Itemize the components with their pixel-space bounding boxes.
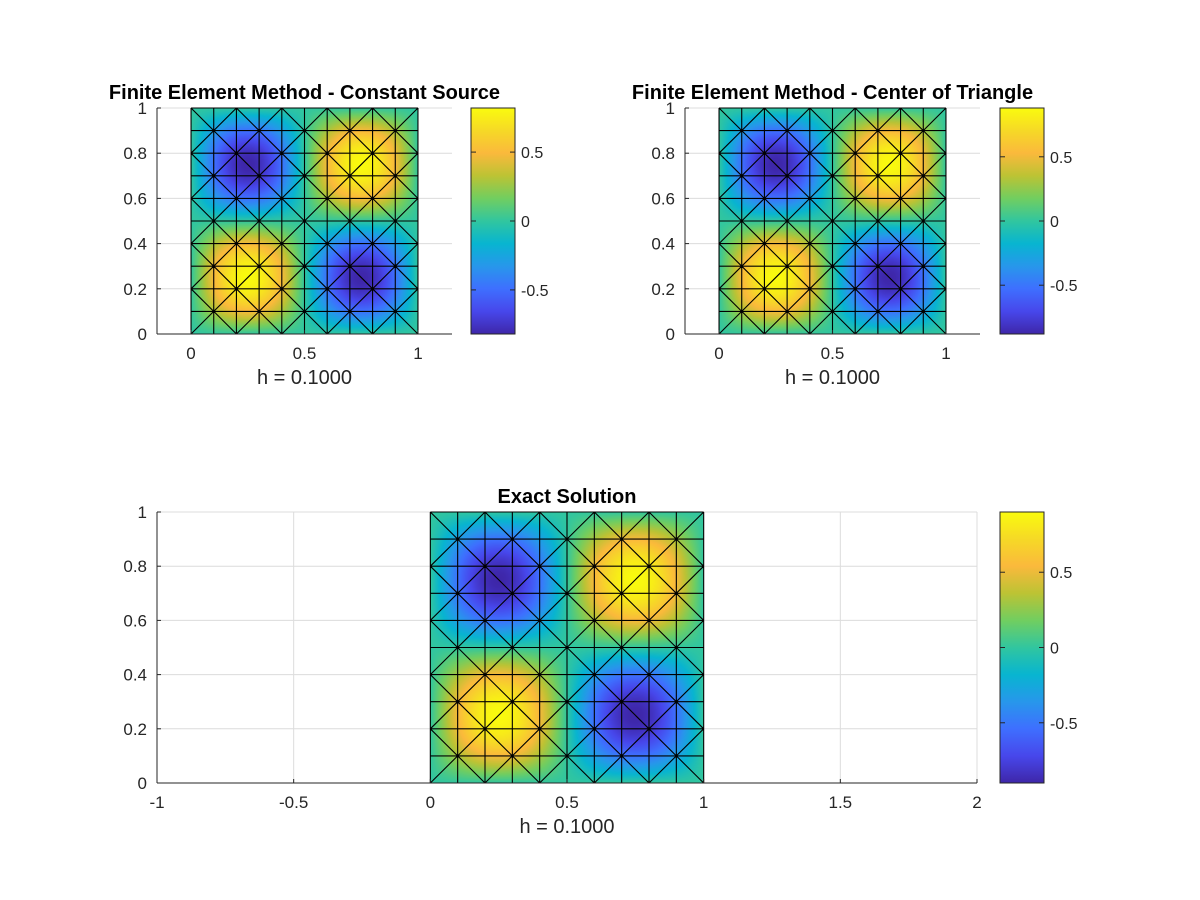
x-tick-label: 0	[186, 344, 195, 363]
y-tick-label: 1	[666, 99, 675, 118]
colorbar-tick-label: 0	[521, 214, 530, 231]
y-tick-label: 1	[138, 503, 147, 522]
triangle-mesh	[429, 511, 705, 784]
y-tick-label: 0.4	[123, 235, 147, 254]
x-tick-label: 0.5	[293, 344, 317, 363]
colorbar	[470, 107, 516, 335]
colorbar	[999, 107, 1045, 335]
y-tick-label: 0.8	[123, 144, 147, 163]
colorbar-tick-label: 0	[1050, 214, 1059, 231]
x-tick-label: 1	[413, 344, 422, 363]
x-axis-label: h = 0.1000	[257, 367, 352, 389]
chart-title: Finite Element Method - Center of Triang…	[632, 82, 1033, 104]
chart-title: Exact Solution	[498, 486, 637, 508]
x-tick-label: 1	[941, 344, 950, 363]
y-tick-label: 0.4	[651, 235, 675, 254]
x-tick-label: 0	[426, 793, 435, 812]
y-tick-label: 0.2	[123, 720, 147, 739]
y-tick-label: 0.4	[123, 666, 147, 685]
colorbar-tick-label: -0.5	[521, 283, 549, 300]
y-tick-label: 1	[138, 99, 147, 118]
chart-title: Finite Element Method - Constant Source	[109, 82, 500, 104]
x-tick-label: 0.5	[555, 793, 579, 812]
x-tick-label: -1	[149, 793, 164, 812]
y-tick-label: 0.6	[123, 611, 147, 630]
colorbar-tick-label: -0.5	[1050, 716, 1078, 733]
colorbar-tick-label: -0.5	[1050, 278, 1078, 295]
y-tick-label: 0.8	[123, 557, 147, 576]
y-tick-label: 0	[138, 774, 147, 793]
y-tick-label: 0.6	[123, 189, 147, 208]
colorbar-tick-label: 0.5	[521, 145, 543, 162]
colorbar	[999, 511, 1045, 784]
triangle-mesh	[190, 107, 419, 335]
colorbar-tick-label: 0.5	[1050, 565, 1072, 582]
colorbar-tick-label: 0	[1050, 641, 1059, 658]
x-tick-label: 2	[972, 793, 981, 812]
y-tick-label: 0.2	[651, 280, 675, 299]
colorbar-tick-label: 0.5	[1050, 150, 1072, 167]
triangle-mesh	[718, 107, 947, 335]
y-tick-label: 0.2	[123, 280, 147, 299]
y-tick-label: 0	[138, 325, 147, 344]
x-axis-label: h = 0.1000	[785, 367, 880, 389]
panel-exact-solution: -1 -0.5 0 0.5 1 1.5 2 0 0.2 0.4 0.6 0.8 1 Exact Solut…	[123, 486, 1077, 838]
x-tick-label: -0.5	[279, 793, 308, 812]
x-tick-label: 1.5	[829, 793, 853, 812]
y-tick-label: 0.8	[651, 144, 675, 163]
x-tick-label: 1	[699, 793, 708, 812]
x-tick-label: 0	[714, 344, 723, 363]
y-tick-label: 0.6	[651, 189, 675, 208]
x-axis-label: h = 0.1000	[519, 816, 614, 838]
y-tick-label: 0	[666, 325, 675, 344]
x-tick-label: 0.5	[821, 344, 845, 363]
